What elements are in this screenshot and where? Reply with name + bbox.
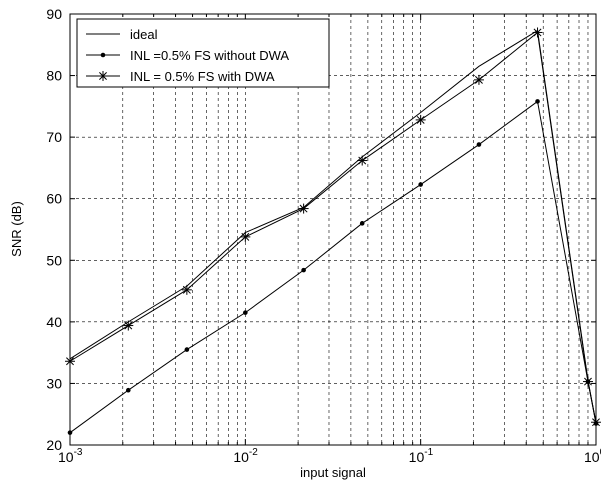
data-point-star xyxy=(123,320,134,331)
data-point-dot xyxy=(184,347,190,352)
y-axis-title: SNR (dB) xyxy=(9,201,24,257)
legend: ideal INL =0.5% FS without DWA INL = 0.5… xyxy=(76,18,330,88)
data-point-dot xyxy=(359,221,365,226)
y-tick-label: 90 xyxy=(46,6,62,22)
data-point-dot xyxy=(125,387,131,393)
data-point-star xyxy=(582,376,593,387)
data-point-dot xyxy=(476,142,482,147)
data-point-dot xyxy=(301,267,306,273)
y-axis-ticks: 20 30 40 50 60 70 80 90 xyxy=(46,6,596,453)
data-point-dot xyxy=(535,99,540,104)
y-tick-label: 20 xyxy=(46,437,62,453)
legend-marker-dot xyxy=(100,52,106,58)
y-tick-label: 60 xyxy=(46,191,62,207)
legend-marker-star xyxy=(98,71,108,81)
y-tick-label: 40 xyxy=(46,314,62,330)
x-axis-title: input signal xyxy=(300,465,366,480)
legend-label-ideal: ideal xyxy=(130,27,158,42)
data-point-star xyxy=(181,284,192,295)
series-markers xyxy=(65,27,601,435)
data-point-star xyxy=(415,114,426,125)
legend-label-with-dwa: INL = 0.5% FS with DWA xyxy=(130,69,275,84)
data-point-star xyxy=(357,155,368,166)
plot-frame xyxy=(69,13,597,446)
x-tick-label: 10-1 xyxy=(409,447,434,465)
x-tick-label: 10-2 xyxy=(233,447,258,465)
x-axis-ticks: 10-3 10-2 10-1 100 xyxy=(58,14,601,465)
y-tick-label: 70 xyxy=(46,129,62,145)
y-tick-label: 50 xyxy=(46,252,62,268)
data-point-star xyxy=(532,27,543,38)
y-tick-label: 30 xyxy=(46,375,62,391)
x-tick-label: 100 xyxy=(584,447,601,465)
x-tick-label: 10-3 xyxy=(58,447,83,465)
data-point-star xyxy=(473,74,484,85)
legend-label-without-dwa: INL =0.5% FS without DWA xyxy=(130,48,289,63)
data-point-star xyxy=(240,231,251,242)
data-point-dot xyxy=(243,310,248,315)
y-tick-label: 80 xyxy=(46,68,62,84)
data-point-star xyxy=(298,203,309,214)
data-point-dot xyxy=(418,182,423,187)
